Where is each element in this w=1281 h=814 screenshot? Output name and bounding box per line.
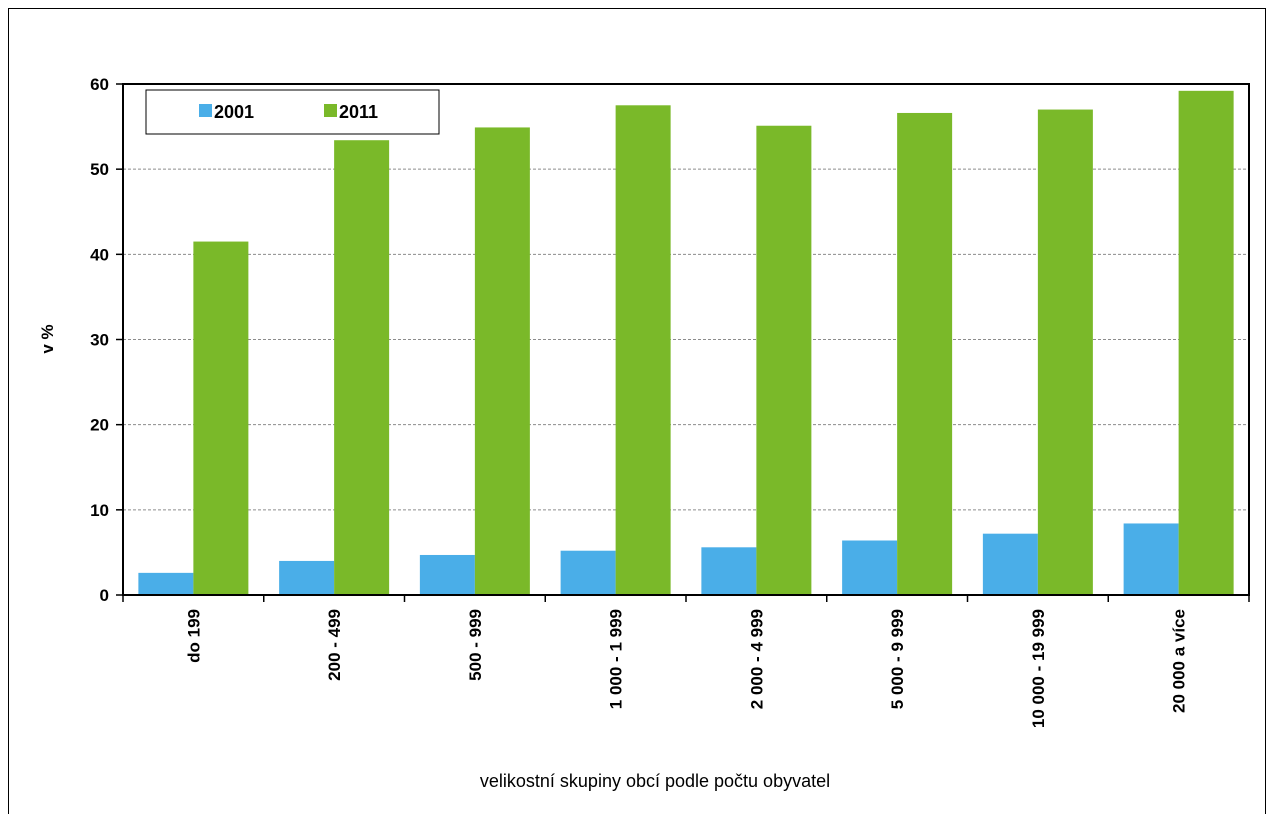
x-tick-label: do 199	[184, 609, 203, 663]
x-tick-label: 20 000 a více	[1170, 609, 1189, 713]
x-tick-label: 1 000 - 1 999	[607, 609, 626, 709]
bars	[138, 90, 1234, 596]
bar-2011-1	[193, 241, 249, 595]
legend-label-2001: 2001	[214, 102, 254, 122]
bar-2011-5	[756, 125, 812, 596]
y-tick-label: 50	[90, 160, 109, 179]
x-tick-label: 200 - 499	[325, 609, 344, 681]
x-tick-label: 500 - 999	[466, 609, 485, 681]
bar-2001-5	[701, 547, 757, 595]
y-tick-label: 60	[90, 75, 109, 94]
bar-2011-4	[615, 105, 671, 596]
x-tick-label: 2 000 - 4 999	[747, 609, 766, 709]
y-tick-label: 10	[90, 501, 109, 520]
legend-swatch-2011	[324, 104, 337, 117]
legend-box	[145, 89, 440, 135]
bar-2001-6	[842, 540, 898, 595]
y-axis-ticks: 0 10 20 30 40 50 60	[90, 75, 123, 605]
y-tick-label: 0	[100, 586, 109, 605]
y-tick-label: 30	[90, 331, 109, 350]
bar-2001-3	[419, 554, 475, 595]
x-axis-title: velikostní skupiny obcí podle počtu obyv…	[480, 771, 830, 791]
bar-2011-8	[1178, 90, 1234, 596]
legend: 2001 2011	[145, 89, 440, 135]
x-tick-label: 5 000 - 9 999	[888, 609, 907, 709]
x-tick-label: 10 000 - 19 999	[1029, 609, 1048, 728]
y-tick-label: 40	[90, 245, 109, 264]
bar-2011-3	[474, 127, 530, 595]
y-tick-label: 20	[90, 416, 109, 435]
bar-2011-6	[897, 112, 953, 595]
bar-2001-8	[1123, 523, 1179, 595]
gridlines	[123, 168, 1249, 511]
bar-2011-7	[1037, 109, 1093, 596]
legend-label-2011: 2011	[339, 102, 378, 122]
bar-2001-7	[982, 533, 1038, 595]
y-axis-title: v %	[38, 324, 57, 353]
x-axis-ticks: do 199 200 - 499 500 - 999 1 000 - 1 999 2 0…	[122, 595, 1250, 728]
bar-2001-4	[560, 550, 616, 595]
bar-2001-2	[279, 560, 335, 595]
legend-swatch-2001	[199, 104, 212, 117]
bar-2001-1	[138, 572, 194, 595]
chart-frame	[8, 8, 1266, 814]
bar-2011-2	[334, 140, 390, 595]
